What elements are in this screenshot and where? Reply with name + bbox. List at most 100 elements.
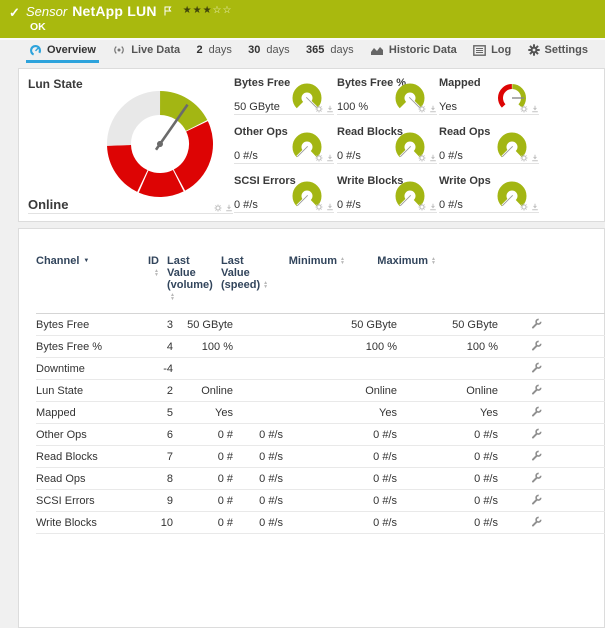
gauge-value: 0 #/s <box>337 199 361 211</box>
gauge-pin-icon[interactable] <box>326 154 334 162</box>
gauge-gear-icon[interactable] <box>418 105 426 113</box>
channel-minimum: 100 % <box>283 335 397 358</box>
channel-settings-button[interactable] <box>531 340 542 351</box>
channel-settings-button[interactable] <box>531 384 542 395</box>
priority-star[interactable]: ☆ <box>212 5 223 16</box>
column-header-last-value-volume[interactable]: Last Value (volume) <box>167 229 233 314</box>
channel-gauge-tile: Write Blocks 0 #/s <box>337 175 437 213</box>
prtg-sensor-page: ✓ Sensor NetApp LUN ★ ★ ★ ☆ ☆ OK Overview Li… <box>0 0 605 515</box>
channel-name: SCSI Errors <box>36 489 156 512</box>
gauge-gear-icon[interactable] <box>418 203 426 211</box>
channel-settings-button[interactable] <box>531 406 542 417</box>
gauge-pin-icon[interactable] <box>326 203 334 211</box>
gauge-pin-icon[interactable] <box>531 203 539 211</box>
primary-gauge-value: Online <box>28 197 69 212</box>
channel-settings-button[interactable] <box>531 362 542 373</box>
priority-stars[interactable]: ★ ★ ★ ☆ ☆ <box>183 6 233 16</box>
gauge-label: Write Ops <box>439 175 491 187</box>
lun-state-gauge <box>106 90 213 197</box>
channel-id: 2 <box>156 379 173 402</box>
channel-name: Read Ops <box>36 467 156 490</box>
gauge-dial <box>395 83 425 113</box>
status-ok-check-icon: ✓ <box>9 5 20 20</box>
gauge-gear-icon[interactable] <box>520 203 528 211</box>
sort-desc-icon <box>83 258 89 264</box>
chart-icon <box>370 46 383 55</box>
tab-settings[interactable]: Settings <box>525 40 591 63</box>
channel-id: 6 <box>156 423 173 446</box>
column-header-maximum[interactable]: Maximum <box>377 229 498 314</box>
channel-maximum: 0 #/s <box>397 423 498 446</box>
channel-last-value-volume: 100 % <box>173 335 233 358</box>
gauge-pin-icon[interactable] <box>429 105 437 113</box>
gauge-pin-icon[interactable] <box>225 204 233 212</box>
channel-row: Bytes Free % 4 100 % 100 % 100 % <box>36 335 605 358</box>
tab-live-data[interactable]: Live Data <box>109 40 183 63</box>
tab-overview[interactable]: Overview <box>26 40 99 63</box>
column-header-minimum[interactable]: Minimum <box>283 229 397 314</box>
gauge-pin-icon[interactable] <box>531 105 539 113</box>
priority-star[interactable]: ★ <box>202 5 213 16</box>
gauge-value: 100 % <box>337 101 369 113</box>
channel-gauge-tile: SCSI Errors 0 #/s <box>234 175 334 213</box>
tab-365-days[interactable]: 365 days <box>305 44 354 56</box>
channel-minimum <box>283 357 397 380</box>
channel-settings-button[interactable] <box>531 450 542 461</box>
channel-settings-button[interactable] <box>531 428 542 439</box>
gauge-gear-icon[interactable] <box>315 105 323 113</box>
tab-historic-data[interactable]: Historic Data <box>367 40 460 63</box>
gauge-gear-icon[interactable] <box>520 105 528 113</box>
channel-last-value-volume: Yes <box>173 401 233 424</box>
sensor-header: ✓ Sensor NetApp LUN ★ ★ ★ ☆ ☆ OK <box>0 0 605 38</box>
channel-name: Bytes Free <box>36 313 156 336</box>
channel-minimum: 50 GByte <box>283 313 397 336</box>
priority-star[interactable]: ☆ <box>222 5 233 16</box>
gauge-pin-icon[interactable] <box>326 105 334 113</box>
channel-id: 7 <box>156 445 173 468</box>
channel-minimum: Yes <box>283 401 397 424</box>
gauge-label: Mapped <box>439 77 481 89</box>
channel-id: 9 <box>156 489 173 512</box>
sensor-status: OK <box>30 21 46 33</box>
gauge-gear-icon[interactable] <box>214 204 222 212</box>
gauge-pin-icon[interactable] <box>531 154 539 162</box>
channel-row: Lun State 2 Online Online Online <box>36 379 605 402</box>
channel-last-value-volume: 0 # <box>173 423 233 446</box>
channel-settings-button[interactable] <box>531 516 542 527</box>
channel-settings-button[interactable] <box>531 494 542 505</box>
gauge-dial <box>292 181 322 211</box>
channel-last-value-volume <box>173 357 233 380</box>
channel-last-value-speed: 0 #/s <box>233 467 283 490</box>
priority-star[interactable]: ★ <box>192 5 203 16</box>
channel-table-panel: Channel ID Last Value (volume) Last Valu… <box>18 228 605 628</box>
gauge-gear-icon[interactable] <box>315 203 323 211</box>
channel-last-value-volume: 0 # <box>173 467 233 490</box>
gauge-gear-icon[interactable] <box>520 154 528 162</box>
column-header-id[interactable]: ID <box>148 229 173 314</box>
column-header-channel[interactable]: Channel <box>36 229 156 314</box>
priority-star[interactable]: ★ <box>182 5 193 16</box>
channel-last-value-speed: 0 #/s <box>233 489 283 512</box>
tab-2-days[interactable]: 2 days <box>196 44 232 56</box>
column-header-last-value-speed[interactable]: Last Value (speed) <box>221 229 283 314</box>
channel-maximum: 0 #/s <box>397 489 498 512</box>
channel-settings-button[interactable] <box>531 472 542 483</box>
gauge-gear-icon[interactable] <box>315 154 323 162</box>
tab-log[interactable]: Log <box>470 40 514 63</box>
flag-icon[interactable] <box>164 6 172 16</box>
gauge-label: Bytes Free % <box>337 77 407 89</box>
tab-30-days[interactable]: 30 days <box>248 44 290 56</box>
primary-gauge-label: Lun State <box>28 77 83 91</box>
gauge-pin-icon[interactable] <box>429 154 437 162</box>
gauge-pin-icon[interactable] <box>429 203 437 211</box>
gauge-dial <box>498 84 526 112</box>
gauge-value: 0 #/s <box>439 199 463 211</box>
channel-settings-button[interactable] <box>531 318 542 329</box>
gauge-gear-icon[interactable] <box>418 154 426 162</box>
gauge-label: Read Blocks <box>337 126 404 138</box>
gauge-needle <box>154 103 189 151</box>
channel-gauge-tile: Read Ops 0 #/s <box>439 126 539 164</box>
channel-row: Downtime -4 <box>36 357 605 380</box>
gauge-dial <box>292 83 322 113</box>
tab-bar: Overview Live Data 2 days 30 days 365 days … <box>0 38 605 63</box>
